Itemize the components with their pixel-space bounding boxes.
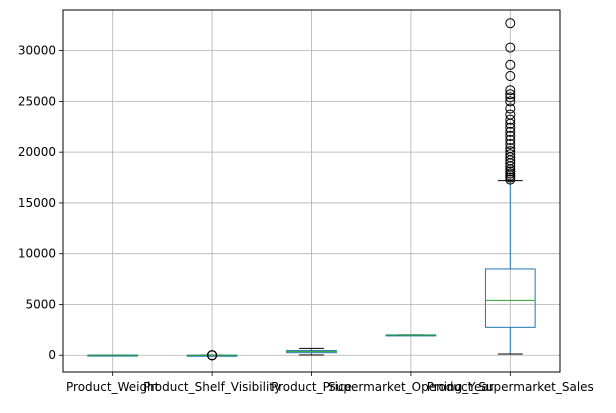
box-0: [87, 354, 139, 357]
flier-point: [505, 92, 516, 103]
flier-point: [505, 89, 516, 100]
flier-point: [505, 134, 516, 145]
boxes: [87, 18, 536, 361]
grid-lines: [63, 10, 560, 372]
x-tick-label: Product_Price: [271, 380, 352, 394]
axes-frame: [62, 9, 561, 373]
flier-point: [505, 146, 516, 157]
x-tick-label: Product_Weight: [66, 380, 160, 394]
flier-point: [505, 143, 516, 154]
flier-point: [505, 130, 516, 141]
flier-point: [505, 42, 516, 53]
flier-point: [207, 350, 218, 361]
flier-point: [505, 109, 516, 120]
axes: 0 5000 10000 15000 20000 25000 30000 Product_We…: [18, 9, 594, 394]
y-tick-label: 5000: [25, 297, 56, 311]
x-tick-label: Product_Supermarket_Sales: [427, 380, 594, 394]
flier-point: [505, 122, 516, 133]
flier-point: [505, 114, 516, 125]
flier-point: [505, 139, 516, 150]
flier-point: [505, 103, 516, 114]
box-3: [385, 334, 437, 337]
flier-point: [505, 59, 516, 70]
flier-point: [505, 85, 516, 96]
y-tick-label: 20000: [18, 145, 56, 159]
flier-point: [505, 71, 516, 82]
flier-point: [505, 96, 516, 107]
y-tick-label: 30000: [18, 44, 56, 58]
y-tick-label: 15000: [18, 196, 56, 210]
box-4: [484, 18, 536, 355]
y-tick-label: 25000: [18, 94, 56, 108]
box-iqr: [484, 268, 536, 328]
flier-point: [505, 126, 516, 137]
y-tick-label: 0: [48, 348, 56, 362]
x-tick-label: Product_Shelf_Visibility: [143, 380, 281, 394]
y-tick-label: 10000: [18, 247, 56, 261]
box-1: [186, 350, 238, 361]
flier-point: [505, 149, 516, 160]
box-2: [286, 347, 337, 356]
flier-point: [505, 18, 516, 29]
x-tick-label: Supermarket_Opening_Year: [328, 380, 494, 394]
